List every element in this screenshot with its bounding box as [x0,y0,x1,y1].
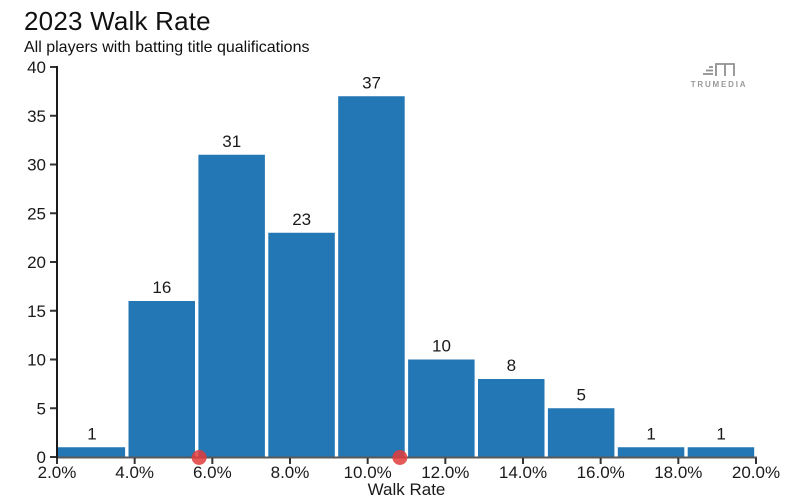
x-axis-title: Walk Rate [368,480,446,499]
y-tick-label: 10 [27,351,46,370]
marker-dot[interactable] [191,450,207,465]
x-tick-label: 6.0% [193,463,232,482]
bar-value-label: 5 [577,385,586,404]
histogram-bar[interactable] [687,447,755,458]
y-tick-label: 35 [27,107,46,126]
trumedia-logo: TRUMEDIA [690,61,748,89]
x-tick-label: 2.0% [38,463,77,482]
bar-value-label: 1 [716,424,725,443]
bar-value-label: 10 [432,337,451,356]
y-tick-label: 0 [37,448,46,467]
histogram-bar[interactable] [478,379,545,458]
histogram-bar[interactable] [268,232,335,458]
histogram-bar[interactable] [128,301,196,458]
page-subtitle: All players with batting title qualifica… [24,38,310,56]
marker-dot[interactable] [392,450,408,465]
x-tick-label: 4.0% [115,463,154,482]
y-tick-label: 5 [37,399,46,418]
bar-value-label: 37 [362,73,381,92]
histogram-bar[interactable] [57,447,126,458]
histogram-bar[interactable] [547,408,615,458]
y-tick-label: 30 [27,156,46,175]
page-title: 2023 Walk Rate [24,6,211,36]
y-tick-label: 40 [27,58,46,77]
y-tick-label: 15 [27,302,46,321]
bar-value-label: 1 [646,424,655,443]
bar-value-label: 8 [507,356,516,375]
x-tick-label: 20.0% [732,463,780,482]
x-tick-label: 12.0% [421,463,469,482]
x-tick-label: 14.0% [499,463,547,482]
y-tick-label: 20 [27,253,46,272]
chart-header: 2023 Walk Rate All players with batting … [24,5,309,57]
bar-value-label: 16 [152,278,171,297]
x-tick-label: 18.0% [654,463,702,482]
bar-value-label: 1 [87,424,96,443]
x-tick-label: 8.0% [271,463,310,482]
trumedia-logo-text: TRUMEDIA [690,80,748,89]
bar-value-label: 31 [222,132,241,151]
bar-value-label: 23 [292,210,311,229]
histogram-bar[interactable] [617,447,685,458]
x-tick-label: 16.0% [577,463,625,482]
x-tick-label: 10.0% [344,463,392,482]
histogram-bar[interactable] [338,96,405,458]
histogram-bar[interactable] [198,154,265,458]
trumedia-logo-icon [703,63,735,76]
histogram-bar[interactable] [408,359,475,459]
y-tick-label: 25 [27,204,46,223]
